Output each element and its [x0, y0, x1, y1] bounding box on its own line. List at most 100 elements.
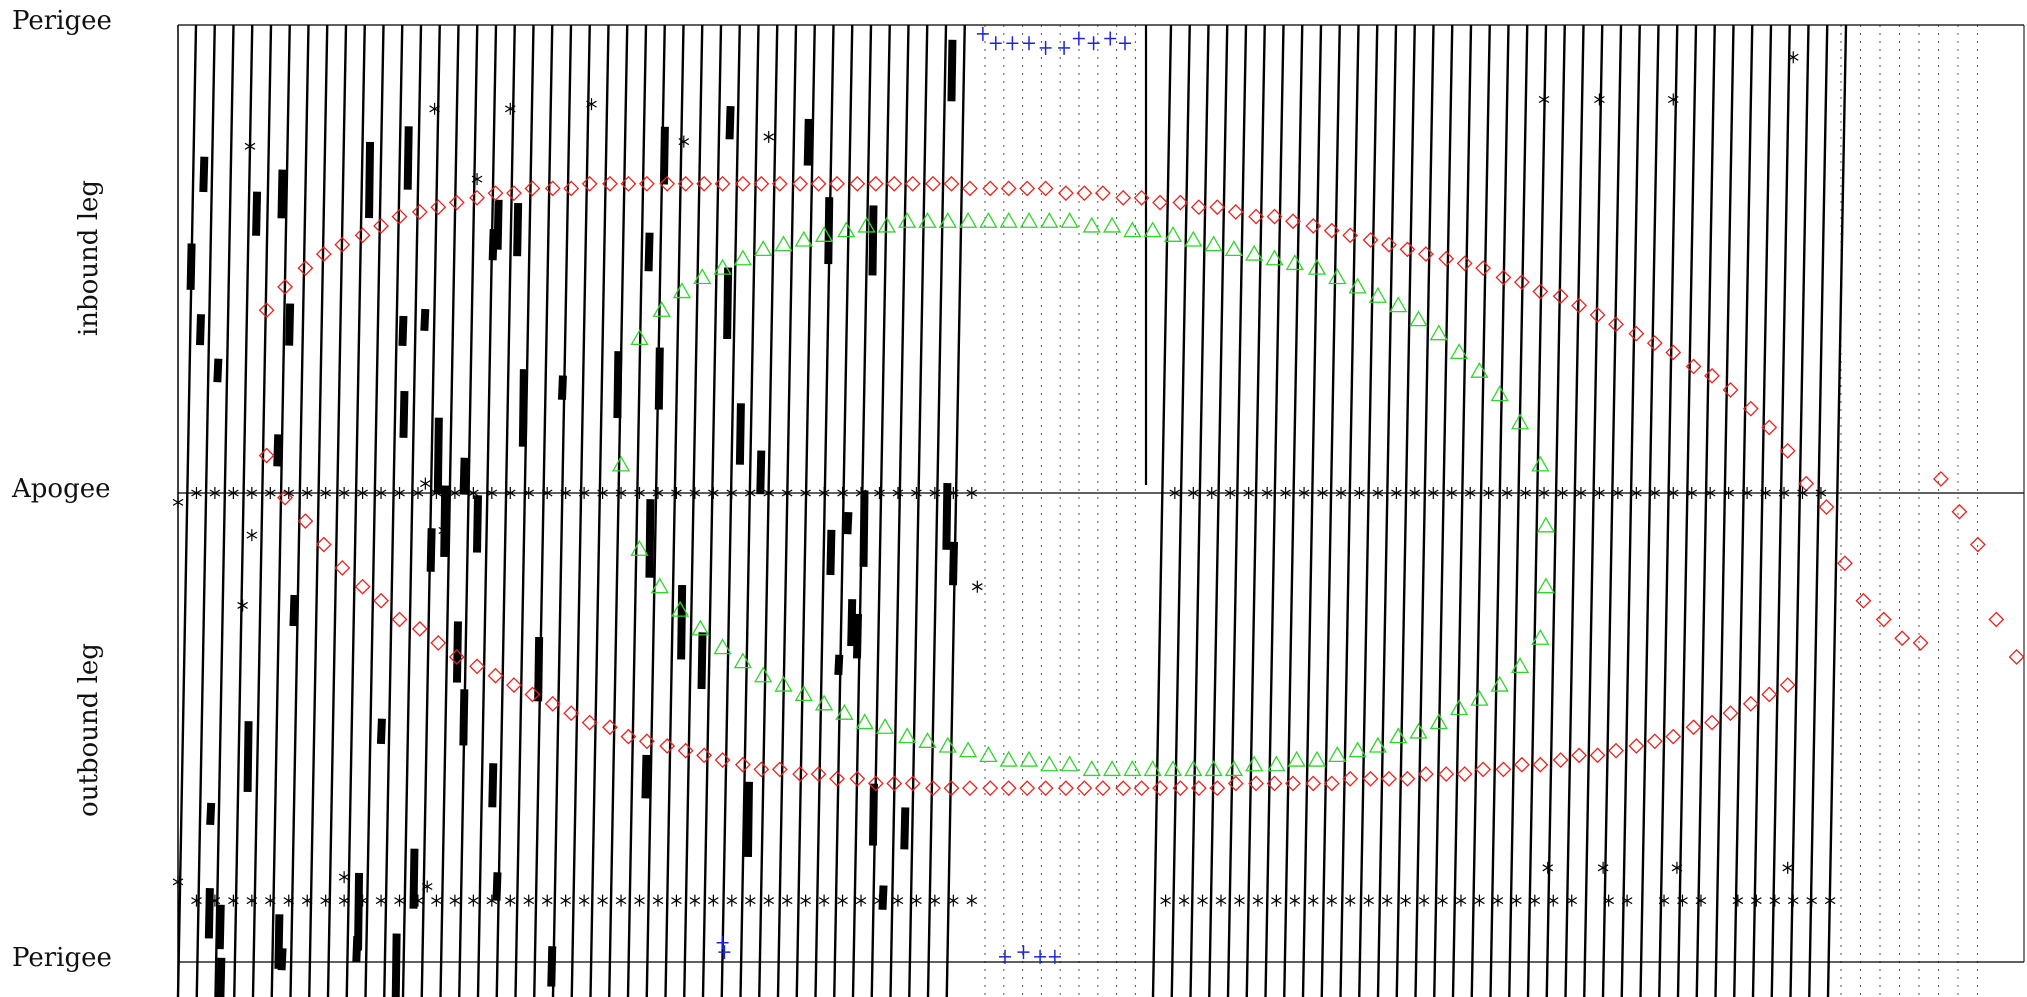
star-marker: [1307, 894, 1319, 907]
pass-line: [683, 24, 704, 997]
star-marker: [763, 130, 775, 143]
diamond-marker: [1438, 250, 1455, 267]
diamond-marker: [1704, 714, 1720, 731]
highlight-segment: [949, 541, 959, 586]
pass-line: [458, 24, 479, 997]
highlight-segment: [274, 914, 284, 969]
diamond-marker: [1000, 180, 1017, 197]
triangle-marker: [1536, 516, 1556, 533]
diamond-marker: [1912, 635, 1929, 651]
diamond-marker: [1475, 260, 1492, 277]
highlight-segment: [644, 232, 654, 272]
star-marker: [1538, 487, 1550, 499]
star-stroke: [634, 897, 645, 905]
star-stroke: [652, 489, 664, 497]
plus-marker: [999, 949, 1012, 964]
pass-line: [1564, 24, 1585, 997]
triangle-marker: [938, 736, 957, 753]
star-stroke: [228, 897, 239, 905]
diamond-marker: [1589, 747, 1606, 764]
star-marker: [1501, 487, 1513, 499]
pass-line: [1339, 24, 1360, 997]
diamond-marker: [1704, 367, 1720, 384]
triangle-marker: [1389, 727, 1408, 744]
pass-line: [1583, 24, 1604, 997]
triangle-marker: [1409, 722, 1428, 739]
highlight-segment: [942, 482, 952, 550]
triangle-marker: [693, 268, 712, 285]
pass-line: [1395, 24, 1416, 997]
diamond-marker: [544, 695, 561, 712]
diamond-marker: [448, 649, 465, 665]
star-stroke: [1271, 897, 1282, 905]
star-marker: [1234, 894, 1245, 907]
star-stroke: [1677, 897, 1688, 905]
star-stroke: [781, 489, 793, 497]
star-stroke: [689, 897, 701, 905]
star-marker: [855, 894, 867, 907]
star-marker: [800, 894, 811, 907]
triangle-marker: [611, 455, 631, 472]
diamond-marker: [659, 738, 676, 754]
star-stroke: [818, 489, 830, 497]
triangle-marker: [1429, 713, 1448, 730]
star-marker: [818, 894, 830, 907]
star-marker: [560, 487, 571, 499]
diamond-marker: [771, 175, 788, 192]
pass-line: [570, 24, 591, 997]
diamond-marker: [1266, 775, 1283, 792]
star-marker: [1538, 93, 1550, 106]
star-stroke: [948, 489, 959, 497]
star-marker: [892, 894, 904, 907]
star-stroke: [1782, 864, 1794, 872]
triangle-marker: [1490, 675, 1509, 692]
diamond-marker: [1362, 770, 1379, 787]
diamond-marker: [1399, 241, 1416, 258]
star-stroke: [172, 498, 184, 506]
triangle-marker: [652, 300, 671, 317]
diamond-marker: [1342, 770, 1359, 787]
triangle-marker: [1531, 455, 1550, 472]
star-marker: [763, 487, 775, 499]
diamond-marker: [1628, 738, 1645, 754]
diamond-marker: [1742, 695, 1759, 712]
star-marker: [1815, 487, 1827, 499]
star-marker: [1289, 894, 1301, 907]
diamond-marker: [602, 175, 618, 192]
star-marker: [486, 894, 498, 907]
star-marker: [1723, 487, 1734, 499]
plus-marker: [1058, 40, 1071, 55]
diamond-marker: [487, 185, 504, 202]
highlight-segment: [488, 228, 498, 261]
star-marker: [375, 894, 387, 907]
highlight-segment: [459, 457, 469, 495]
highlight-segment: [878, 885, 888, 910]
star-marker: [468, 487, 479, 499]
pass-line: [1620, 24, 1641, 997]
diamond-marker: [1628, 325, 1645, 342]
star-marker: [1363, 894, 1374, 907]
diamond-marker: [1323, 222, 1340, 239]
triangle-marker: [835, 703, 854, 720]
star-marker: [874, 487, 885, 499]
star-stroke: [855, 897, 867, 905]
star-stroke: [1557, 489, 1568, 497]
star-stroke: [1542, 864, 1554, 872]
star-marker: [892, 487, 904, 499]
star-marker: [929, 894, 941, 907]
star-stroke: [763, 133, 775, 141]
pass-line: [626, 24, 648, 997]
highlight-segment: [697, 632, 707, 690]
diamond-marker: [810, 175, 827, 192]
star-stroke: [671, 897, 682, 905]
star-marker: [264, 487, 276, 499]
star-stroke: [412, 489, 424, 497]
pass-line: [233, 24, 254, 997]
highlight-segment: [473, 495, 483, 553]
diamond-marker: [373, 592, 389, 609]
y-tick-apogee: Apogee: [11, 474, 111, 504]
diamond-marker: [1779, 677, 1796, 694]
triangle-marker: [918, 731, 937, 748]
star-stroke: [708, 489, 719, 497]
star-marker: [209, 487, 221, 499]
